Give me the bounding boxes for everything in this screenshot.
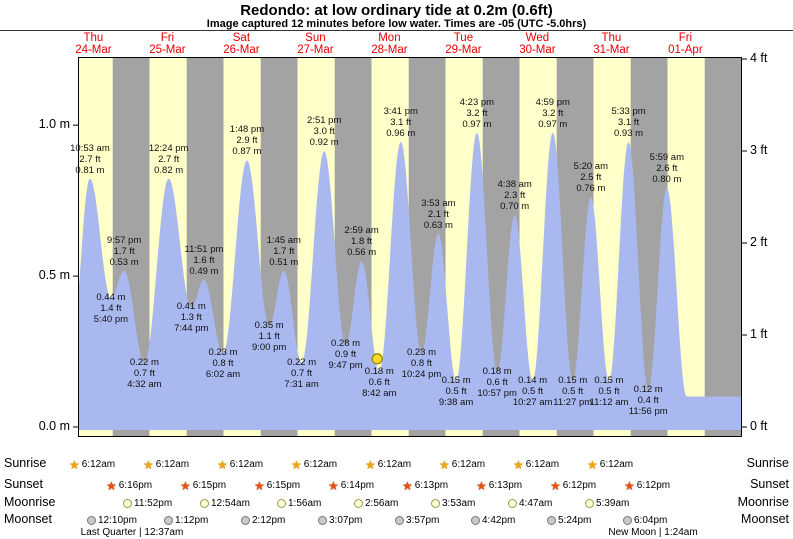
- moonrise-row-label-right: Moonrise: [737, 495, 789, 509]
- sunrise-row-label-right: Sunrise: [746, 456, 789, 470]
- current-tide-marker: [371, 353, 383, 365]
- moonset-row-label-left: Moonset: [4, 512, 52, 526]
- sunrise-row-label-left: Sunrise: [4, 456, 47, 470]
- chart-subtitle: Image captured 12 minutes before low wat…: [206, 18, 587, 30]
- chart-title: Redondo: at low ordinary tide at 0.2m (0…: [240, 2, 553, 19]
- header-divider: [0, 30, 793, 31]
- sunset-row-label-right: Sunset: [750, 477, 789, 491]
- moonset-row-label-right: Moonset: [741, 512, 789, 526]
- moonrise-row-label-left: Moonrise: [4, 495, 56, 509]
- sunset-row-label-left: Sunset: [4, 477, 43, 491]
